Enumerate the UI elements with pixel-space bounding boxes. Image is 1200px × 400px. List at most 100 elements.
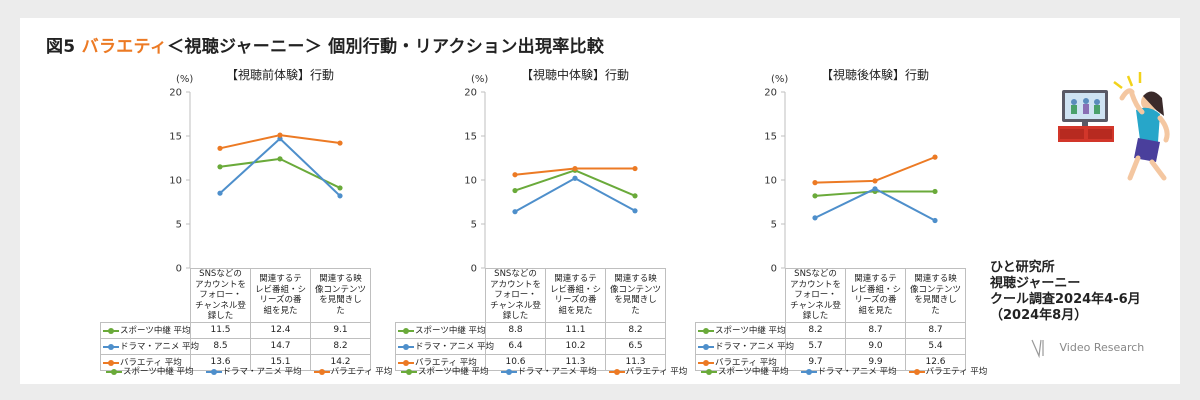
- table-cell: 12.4: [250, 321, 311, 339]
- data-table: SNSなどの アカウントを フォロー・ チャンネル登 録した 関連するテ レビ番組・シ リーズ…: [100, 268, 371, 371]
- person-cheering-illustration: [1058, 72, 1170, 181]
- legend-item: ドラマ・アニメ 平均: [500, 367, 597, 377]
- series-name: スポーツ中継 平均: [100, 321, 191, 339]
- table-cell: 8.7: [845, 321, 906, 339]
- legend-item: バラエティ 平均: [313, 367, 392, 377]
- legend-marker-icon: [908, 368, 925, 376]
- series-marker-icon: [698, 343, 714, 351]
- legend-marker-icon: [608, 368, 625, 376]
- table-row: ドラマ・アニメ 平均 6.4 10.2 6.5: [395, 337, 666, 355]
- legend-item: ドラマ・アニメ 平均: [205, 367, 302, 377]
- series-marker-icon: [103, 359, 119, 367]
- table-row: スポーツ中継 平均 11.5 12.4 9.1: [100, 321, 371, 339]
- source-note-line: ひと研究所: [990, 260, 1055, 275]
- table-cell: 14.7: [250, 337, 311, 355]
- table-row: スポーツ中継 平均 8.2 8.7 8.7: [695, 321, 966, 339]
- table-cell: 8.5: [190, 337, 251, 355]
- table-cell: 6.4: [485, 337, 546, 355]
- table-row: スポーツ中継 平均 8.8 11.1 8.2: [395, 321, 666, 339]
- figure-title-highlight: バラエティ: [81, 37, 168, 57]
- chart-title: 【視聴中体験】行動: [520, 68, 630, 82]
- table-cell: 8.2: [310, 337, 371, 355]
- table-cell: 5.7: [785, 337, 846, 355]
- category-label: SNSなどの アカウントを フォロー・ チャンネル登 録した: [485, 268, 546, 323]
- table-row: バラエティ 平均 9.7 9.9 12.6: [695, 353, 966, 371]
- table-cell: 12.6: [905, 353, 966, 371]
- series-marker-icon: [103, 327, 119, 335]
- legend-item: バラエティ 平均: [608, 367, 687, 377]
- category-label: 関連するテ レビ番組・シ リーズの番 組を見た: [545, 268, 606, 323]
- source-note-line: （2024年8月）: [990, 308, 1088, 323]
- legend-marker-icon: [800, 368, 817, 376]
- figure-title: 図5 バラエティ＜視聴ジャーニー＞ 個別行動・リアクション出現率比較: [46, 32, 604, 57]
- series-name: スポーツ中継 平均: [395, 321, 486, 339]
- table-cell: 9.7: [785, 353, 846, 371]
- table-cell: 9.0: [845, 337, 906, 355]
- table-row: バラエティ 平均 13.6 15.1 14.2: [100, 353, 371, 371]
- table-cell: 11.5: [190, 321, 251, 339]
- legend-marker-icon: [401, 368, 417, 376]
- series-marker-icon: [398, 343, 414, 351]
- table-cell: 8.2: [785, 321, 846, 339]
- company-logo: Video Research: [1030, 338, 1145, 359]
- table-cell: 9.9: [845, 353, 906, 371]
- table-row: ドラマ・アニメ 平均 5.7 9.0 5.4: [695, 337, 966, 355]
- chart-title: 【視聴後体験】行動: [820, 68, 930, 82]
- legend-marker-icon: [500, 368, 517, 376]
- table-cell: 5.4: [905, 337, 966, 355]
- legend-item: スポーツ中継 平均: [701, 367, 789, 377]
- table-cell: 10.6: [485, 353, 546, 371]
- table-row: バラエティ 平均 10.6 11.3 11.3: [395, 353, 666, 371]
- series-marker-icon: [103, 343, 119, 351]
- logo-text: Video Research: [1059, 341, 1145, 354]
- table-cell: 8.7: [905, 321, 966, 339]
- legend-item: スポーツ中継 平均: [106, 367, 194, 377]
- series-name: バラエティ 平均: [100, 353, 191, 371]
- legend-marker-icon: [313, 368, 330, 376]
- table-cell: 6.5: [605, 337, 666, 355]
- legend-item: スポーツ中継 平均: [401, 367, 489, 377]
- legend-marker-icon: [205, 368, 222, 376]
- y-unit-label: (%): [176, 74, 194, 85]
- series-marker-icon: [698, 359, 714, 367]
- source-note-line: クール調査2024年4-6月: [990, 292, 1141, 307]
- chart-legend: スポーツ中継 平均 ドラマ・アニメ 平均 バラエティ 平均: [701, 365, 999, 377]
- category-label: 関連する映 像コンテンツ を見聞きした: [905, 268, 966, 323]
- category-label: 関連するテ レビ番組・シ リーズの番 組を見た: [250, 268, 311, 323]
- category-label: SNSなどの アカウントを フォロー・ チャンネル登 録した: [190, 268, 251, 323]
- chart-legend: スポーツ中継 平均 ドラマ・アニメ 平均 バラエティ 平均: [106, 365, 404, 377]
- figure-number: 図5: [46, 37, 76, 57]
- series-name: ドラマ・アニメ 平均: [100, 337, 199, 355]
- table-row: ドラマ・アニメ 平均 8.5 14.7 8.2: [100, 337, 371, 355]
- source-note: ひと研究所 視聴ジャーニー クール調査2024年4-6月 （2024年8月）: [990, 260, 1141, 324]
- category-label: 関連する映 像コンテンツ を見聞きした: [605, 268, 666, 323]
- legend-marker-icon: [106, 368, 122, 376]
- chart-title: 【視聴前体験】行動: [225, 68, 335, 82]
- chart-legend: スポーツ中継 平均 ドラマ・アニメ 平均 バラエティ 平均: [401, 365, 699, 377]
- table-cell: 8.2: [605, 321, 666, 339]
- series-name: バラエティ 平均: [695, 353, 786, 371]
- series-marker-icon: [698, 327, 714, 335]
- table-cell: 8.8: [485, 321, 546, 339]
- series-name: ドラマ・アニメ 平均: [695, 337, 794, 355]
- y-unit-label: (%): [471, 74, 489, 85]
- y-unit-label: (%): [771, 74, 789, 85]
- series-name: スポーツ中継 平均: [695, 321, 786, 339]
- source-note-line: 視聴ジャーニー: [990, 276, 1081, 291]
- legend-marker-icon: [701, 368, 717, 376]
- logo-mark-icon: [1031, 339, 1044, 359]
- series-marker-icon: [398, 359, 414, 367]
- series-name: ドラマ・アニメ 平均: [395, 337, 494, 355]
- figure-title-suffix: ＜視聴ジャーニー＞ 個別行動・リアクション出現率比較: [167, 37, 605, 57]
- legend-item: ドラマ・アニメ 平均: [800, 367, 897, 377]
- table-cell: 11.3: [605, 353, 666, 371]
- table-cell: 14.2: [310, 353, 371, 371]
- table-cell: 11.1: [545, 321, 606, 339]
- series-name: バラエティ 平均: [395, 353, 486, 371]
- category-label: SNSなどの アカウントを フォロー・ チャンネル登 録した: [785, 268, 846, 323]
- table-cell: 10.2: [545, 337, 606, 355]
- data-table: SNSなどの アカウントを フォロー・ チャンネル登 録した 関連するテ レビ番組・シ リーズ…: [695, 268, 966, 371]
- category-label: 関連するテ レビ番組・シ リーズの番 組を見た: [845, 268, 906, 323]
- legend-item: バラエティ 平均: [908, 367, 987, 377]
- data-table: SNSなどの アカウントを フォロー・ チャンネル登 録した 関連するテ レビ番組・シ リーズ…: [395, 268, 666, 371]
